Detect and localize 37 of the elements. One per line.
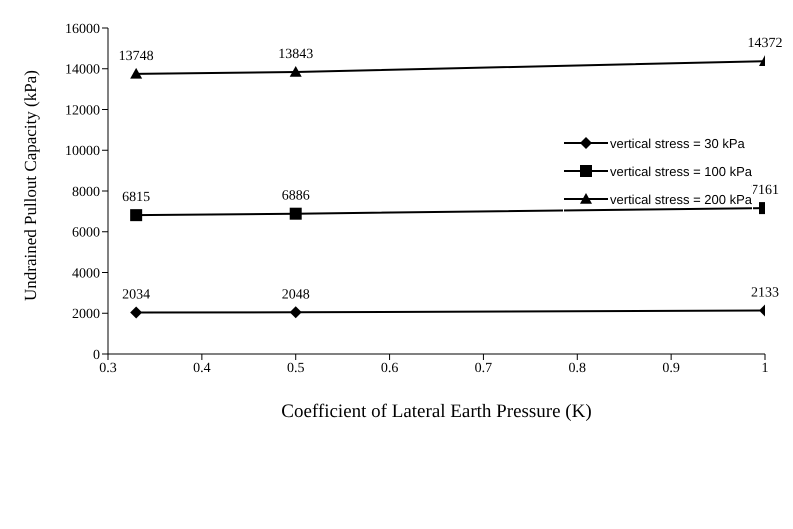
- data-label: 13748: [118, 48, 154, 64]
- y-axis-title: Undrained Pullout Capacity (kPa): [21, 70, 40, 301]
- x-tick-label: 0.9: [662, 360, 680, 376]
- y-tick-label: 0: [93, 348, 100, 363]
- x-tick-label: 0.8: [568, 360, 586, 376]
- x-tick-label: 0.5: [286, 360, 304, 376]
- point: [290, 306, 302, 318]
- y-tick-label: 4000: [72, 266, 100, 282]
- point: [130, 68, 142, 79]
- legend-label: vertical stress = 200 kPa: [610, 192, 752, 206]
- y-tick-label: 10000: [65, 144, 100, 160]
- data-label: 6815: [122, 190, 150, 206]
- data-label: 6886: [282, 188, 310, 204]
- x-tick-label: 0.3: [99, 360, 117, 376]
- data-label: 14372: [748, 36, 782, 52]
- x-tick-label: 0.7: [474, 360, 492, 376]
- x-tick-label: 1: [762, 360, 768, 376]
- legend-label: vertical stress = 100 kPa: [610, 164, 752, 178]
- point: [130, 209, 142, 222]
- legend-label: vertical stress = 30 kPa: [610, 136, 745, 150]
- x-axis-title: Coefficient of Lateral Earth Pressure (K): [281, 401, 592, 422]
- y-tick-label: 12000: [65, 103, 100, 118]
- x-tick-label: 0.6: [380, 360, 398, 376]
- data-label: 7161: [751, 183, 779, 198]
- y-tick-label: 16000: [65, 22, 100, 37]
- y-tick-label: 6000: [72, 226, 100, 241]
- data-label: 13843: [278, 46, 314, 62]
- x-tick-label: 0.4: [193, 360, 211, 376]
- data-label: 2034: [122, 288, 150, 303]
- y-tick-label: 2000: [72, 307, 100, 322]
- point: [130, 306, 142, 319]
- y-tick-label: 8000: [72, 184, 100, 200]
- y-tick-label: 14000: [65, 62, 100, 78]
- point: [290, 208, 302, 220]
- data-label: 2133: [751, 286, 779, 301]
- point: [290, 66, 302, 77]
- data-label: 2048: [282, 287, 310, 302]
